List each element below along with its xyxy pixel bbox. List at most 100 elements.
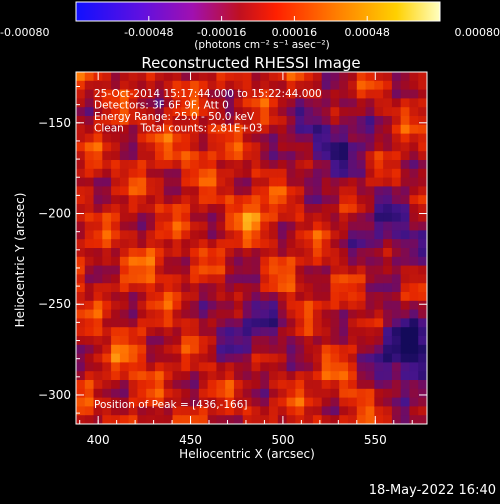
heatmap-cell — [374, 345, 383, 354]
heatmap-cell — [164, 151, 173, 160]
heatmap-cell — [94, 327, 103, 336]
heatmap-cell — [190, 195, 199, 204]
heatmap-cell — [366, 292, 375, 301]
heatmap-cell — [252, 415, 261, 424]
heatmap-cell — [313, 310, 322, 319]
heatmap-cell — [252, 345, 261, 354]
heatmap-cell — [76, 283, 85, 292]
heatmap-cell — [330, 248, 339, 257]
heatmap-cell — [252, 398, 261, 407]
heatmap-cell — [374, 107, 383, 116]
heatmap-cell — [401, 186, 410, 195]
heatmap-cell — [190, 327, 199, 336]
heatmap-cell — [181, 415, 190, 424]
heatmap-cell — [339, 169, 348, 178]
heatmap-cell — [418, 178, 427, 187]
heatmap-cell — [418, 72, 427, 81]
heatmap-cell — [76, 186, 85, 195]
heatmap-cell — [383, 90, 392, 99]
heatmap-cell — [330, 274, 339, 283]
heatmap-cell — [190, 204, 199, 213]
heatmap-cell — [418, 213, 427, 222]
heatmap-cell — [199, 362, 208, 371]
heatmap-cell — [392, 310, 401, 319]
heatmap-cell — [269, 380, 278, 389]
heatmap-cell — [401, 134, 410, 143]
heatmap-cell — [181, 204, 190, 213]
heatmap-cell — [330, 318, 339, 327]
heatmap-cell — [418, 230, 427, 239]
heatmap-cell — [111, 222, 120, 231]
heatmap-cell — [252, 257, 261, 266]
heatmap-cell — [409, 222, 418, 231]
heatmap-cell — [401, 310, 410, 319]
heatmap-cell — [243, 142, 252, 151]
heatmap-cell — [208, 389, 217, 398]
heatmap-cell — [111, 345, 120, 354]
heatmap-cell — [357, 310, 366, 319]
heatmap-cell — [383, 134, 392, 143]
heatmap-cell — [102, 186, 111, 195]
colorbar-unit-label: (photons cm⁻² s⁻¹ asec⁻²) — [194, 39, 329, 51]
heatmap-cell — [225, 230, 234, 239]
heatmap-cell — [146, 380, 155, 389]
heatmap-cell — [287, 327, 296, 336]
heatmap-cell — [111, 292, 120, 301]
heatmap-cell — [374, 327, 383, 336]
heatmap-cell — [409, 327, 418, 336]
heatmap-cell — [313, 406, 322, 415]
heatmap-cell — [278, 301, 287, 310]
heatmap-cell — [243, 327, 252, 336]
colorbar — [76, 2, 440, 21]
heatmap-cell — [173, 310, 182, 319]
heatmap-cell — [208, 178, 217, 187]
heatmap-cell — [85, 142, 94, 151]
heatmap-cell — [216, 274, 225, 283]
heatmap-cell — [94, 257, 103, 266]
heatmap-cell — [234, 310, 243, 319]
heatmap-cell — [76, 213, 85, 222]
heatmap-cell — [234, 169, 243, 178]
heatmap-cell — [164, 345, 173, 354]
heatmap-cell — [120, 151, 129, 160]
heatmap-cell — [243, 160, 252, 169]
heatmap-cell — [260, 151, 269, 160]
heatmap-cell — [374, 354, 383, 363]
y-tick-label: −300 — [38, 388, 71, 402]
heatmap-cell — [295, 371, 304, 380]
heatmap-cell — [164, 222, 173, 231]
heatmap-cell — [339, 336, 348, 345]
heatmap-cell — [322, 204, 331, 213]
heatmap-cell — [129, 257, 138, 266]
heatmap-cell — [269, 160, 278, 169]
heatmap-cell — [173, 389, 182, 398]
heatmap-cell — [164, 134, 173, 143]
heatmap-cell — [94, 178, 103, 187]
heatmap-cell — [322, 362, 331, 371]
heatmap-cell — [418, 125, 427, 134]
heatmap-cell — [208, 213, 217, 222]
heatmap-cell — [85, 160, 94, 169]
heatmap-cell — [322, 336, 331, 345]
heatmap-cell — [234, 274, 243, 283]
heatmap-cell — [120, 371, 129, 380]
heatmap-cell — [216, 239, 225, 248]
heatmap-cell — [339, 160, 348, 169]
heatmap-cell — [243, 345, 252, 354]
heatmap-cell — [418, 222, 427, 231]
heatmap-cell — [137, 134, 146, 143]
heatmap-cell — [225, 345, 234, 354]
heatmap-cell — [85, 222, 94, 231]
heatmap-cell — [260, 301, 269, 310]
heatmap-cell — [76, 107, 85, 116]
heatmap-cell — [225, 169, 234, 178]
heatmap-cell — [164, 142, 173, 151]
heatmap-cell — [304, 230, 313, 239]
heatmap-cell — [278, 389, 287, 398]
heatmap-cell — [260, 107, 269, 116]
heatmap-cell — [313, 380, 322, 389]
heatmap-cell — [392, 336, 401, 345]
heatmap-cell — [181, 266, 190, 275]
heatmap-cell — [330, 204, 339, 213]
heatmap-cell — [401, 354, 410, 363]
